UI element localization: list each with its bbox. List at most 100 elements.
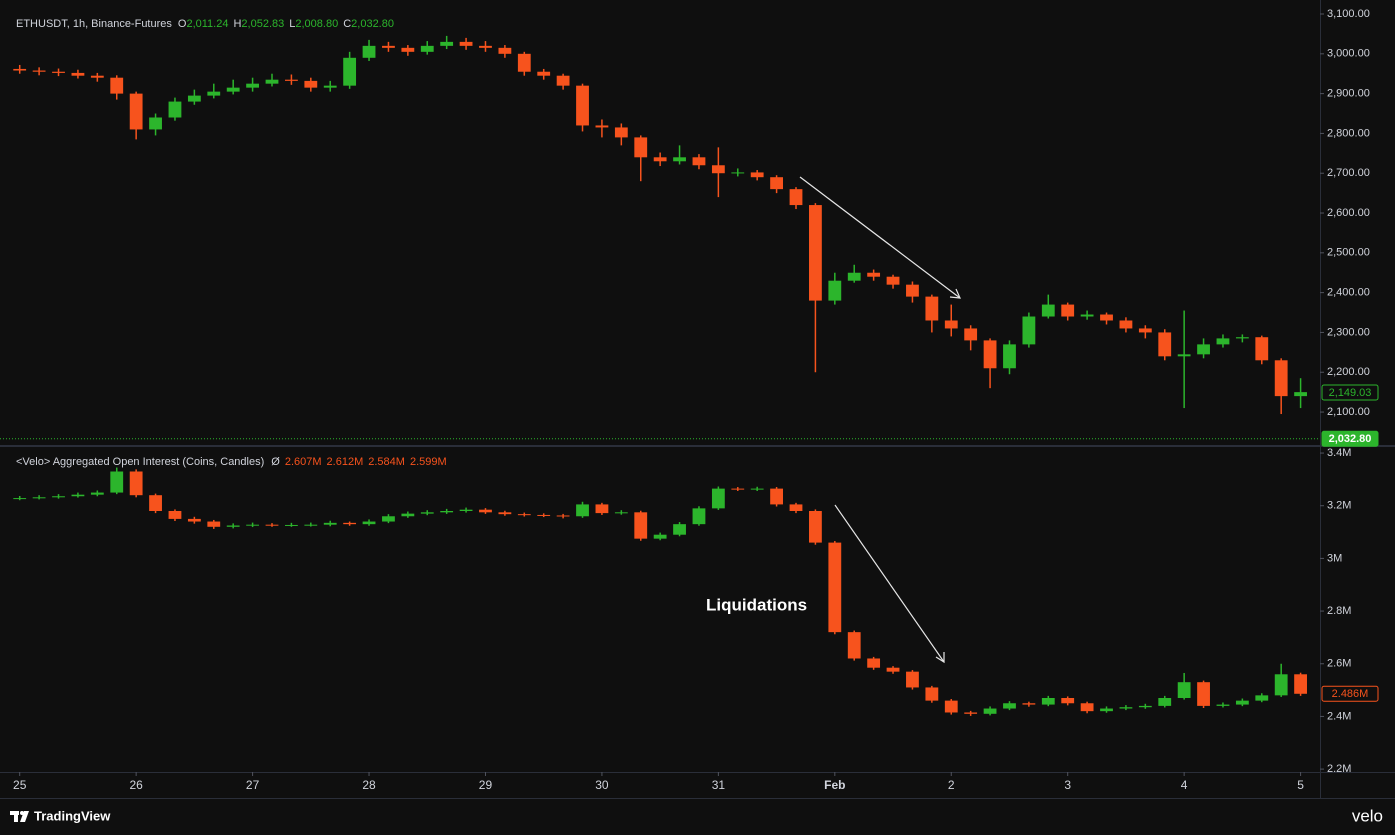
- candles: [13, 467, 1307, 716]
- candle-body: [285, 524, 298, 526]
- candle-body: [13, 498, 27, 500]
- candle-body: [1022, 316, 1036, 345]
- legend-value: 2.584M: [368, 456, 405, 468]
- candle-body: [867, 658, 881, 668]
- candle-body: [1294, 674, 1307, 694]
- legend-value: 2,011.24: [186, 18, 228, 30]
- y-tick-label: 2.6M: [1327, 658, 1351, 670]
- candle-body: [653, 157, 667, 162]
- annotation: Liquidations: [706, 595, 807, 614]
- candle-body: [265, 524, 279, 526]
- candle-body: [537, 514, 551, 516]
- candle-body: [576, 504, 589, 517]
- candle-body: [1235, 337, 1249, 339]
- x-tick-label: 29: [479, 778, 493, 792]
- candle-body: [110, 77, 124, 94]
- candle-body: [90, 492, 104, 495]
- candle-body: [711, 165, 725, 174]
- candle-body: [595, 504, 609, 514]
- legend-value: 2.612M: [327, 456, 364, 468]
- y-tick-label: 2,900.00: [1327, 88, 1370, 100]
- candle-body: [828, 542, 842, 633]
- candle-body: [304, 524, 318, 526]
- price-label: 2,149.03: [1329, 387, 1372, 399]
- candle-body: [925, 296, 939, 321]
- candle-body: [1003, 344, 1016, 369]
- candle-body: [110, 471, 124, 493]
- chart-legend: ETHUSDT, 1h, Binance-Futures O2,011.24 H2,…: [16, 18, 394, 30]
- legend-key: H: [233, 18, 241, 30]
- candle-body: [187, 518, 201, 522]
- y-tick-label: 2,800.00: [1327, 127, 1370, 139]
- candle-body: [614, 127, 628, 138]
- candle-body: [1255, 337, 1269, 361]
- brand-right: velo: [1352, 806, 1383, 825]
- candle-body: [867, 272, 881, 277]
- legend-value: 2,032.80: [351, 18, 394, 30]
- candle-body: [711, 488, 725, 509]
- candle-body: [52, 71, 65, 73]
- candle-body: [207, 521, 221, 527]
- candle-body: [382, 516, 395, 522]
- candle-body: [401, 513, 415, 517]
- y-tick-label: 2,100.00: [1327, 406, 1370, 418]
- candle-body: [770, 488, 783, 505]
- candle-body: [517, 514, 531, 516]
- candle-body: [479, 509, 492, 513]
- candle-body: [828, 280, 842, 301]
- y-tick-label: 3.4M: [1327, 447, 1351, 459]
- candle-body: [207, 91, 221, 96]
- candle-body: [925, 687, 939, 701]
- price-label: 2.486M: [1332, 688, 1369, 700]
- candle-body: [13, 68, 27, 71]
- x-tick-label: 27: [246, 778, 260, 792]
- candle-body: [32, 70, 46, 72]
- price-label: 2,032.80: [1329, 433, 1372, 445]
- candle-body: [362, 521, 376, 525]
- candle-body: [809, 510, 822, 543]
- candle-body: [692, 157, 706, 166]
- candles: [13, 35, 1307, 415]
- candle-body: [906, 284, 919, 297]
- candle-body: [71, 494, 85, 497]
- candle-body: [420, 45, 434, 52]
- candle-body: [440, 41, 454, 46]
- candle-body: [440, 510, 454, 513]
- candle-body: [1138, 705, 1152, 708]
- candle-body: [498, 512, 512, 515]
- x-tick-label: Feb: [824, 778, 845, 792]
- candle-body: [265, 79, 279, 84]
- y-tick-label: 3M: [1327, 552, 1342, 564]
- candle-body: [382, 45, 395, 48]
- legend-symbol: Ø: [271, 456, 280, 468]
- candle-body: [1041, 304, 1055, 317]
- candle-body: [71, 72, 85, 76]
- candle-body: [1177, 682, 1191, 698]
- candle-body: [634, 137, 648, 158]
- candle-body: [90, 75, 104, 78]
- candle-body: [226, 87, 240, 92]
- x-tick-label: 3: [1064, 778, 1071, 792]
- annotation-arrow: [834, 504, 945, 664]
- candle-body: [168, 101, 182, 118]
- candle-body: [906, 671, 919, 688]
- x-tick-label: 26: [129, 778, 143, 792]
- candle-body: [1100, 708, 1113, 712]
- candle-body: [517, 53, 531, 72]
- candle-body: [187, 95, 201, 102]
- candle-body: [614, 512, 628, 514]
- chart-title: ETHUSDT, 1h, Binance-Futures: [16, 18, 172, 30]
- legend-value: 2,008.80: [295, 18, 338, 30]
- legend-value: 2,052.83: [241, 18, 284, 30]
- candle-body: [944, 700, 958, 713]
- candle-body: [129, 93, 143, 130]
- candle-body: [343, 57, 357, 86]
- candle-body: [1197, 344, 1210, 355]
- x-tick-label: 2: [948, 778, 955, 792]
- candle-body: [149, 117, 162, 130]
- legend-value: 2.607M: [285, 456, 322, 468]
- candle-body: [731, 172, 745, 174]
- candle-body: [1022, 703, 1036, 705]
- candle-body: [1080, 314, 1094, 317]
